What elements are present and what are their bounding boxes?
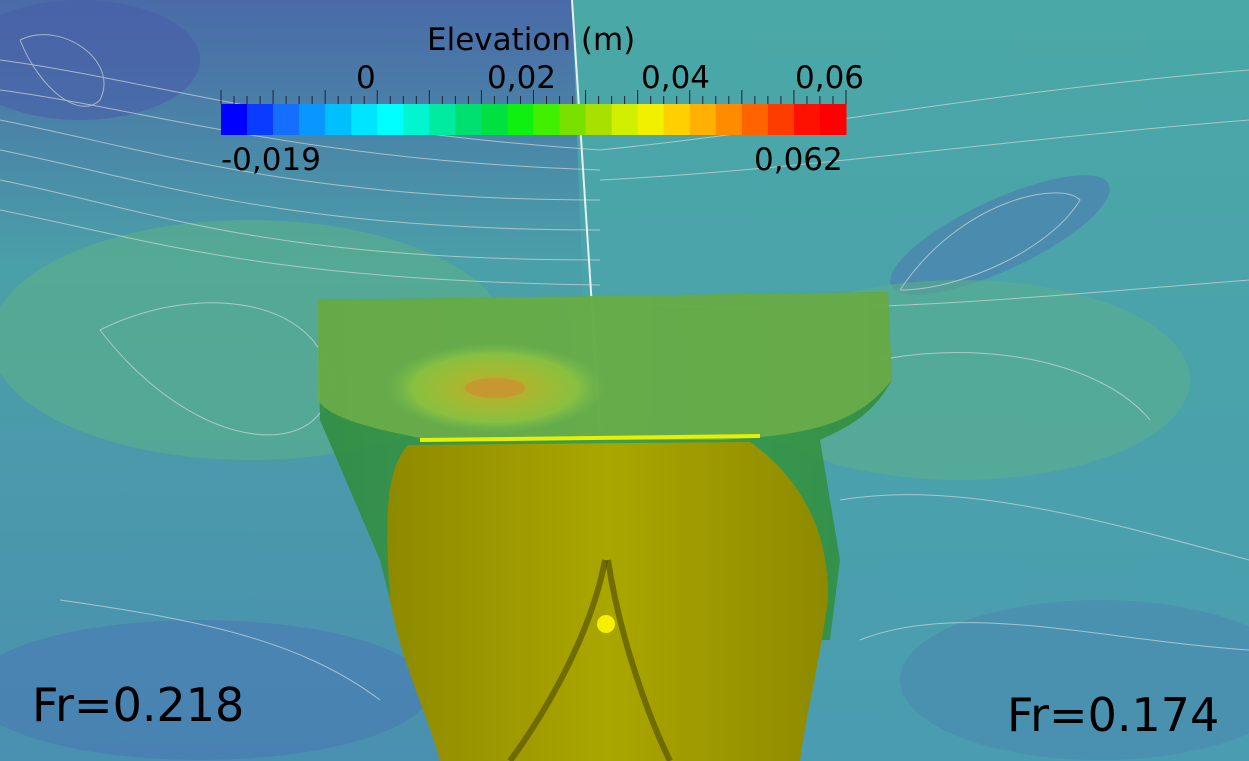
probe-point — [597, 615, 615, 633]
colorbar-swatch — [403, 104, 430, 135]
colorbar-swatch — [819, 104, 847, 135]
froude-label-left: Fr=0.218 — [32, 678, 245, 732]
legend-title: Elevation (m) — [427, 22, 636, 58]
colorbar-swatch — [247, 104, 274, 135]
legend-tick-label: 0,06 — [795, 60, 865, 96]
colorbar-swatch — [455, 104, 482, 135]
colorbar-swatch — [689, 104, 717, 135]
colorbar-swatch — [299, 104, 326, 135]
colorbar-swatch — [325, 104, 352, 135]
colorbar-swatch — [429, 104, 456, 135]
colorbar-swatch — [793, 104, 821, 135]
bow-wave-left — [507, 559, 608, 761]
legend-tick-label: 0 — [356, 60, 376, 96]
colorbar-swatch — [221, 104, 248, 135]
legend-range-min: -0,019 — [221, 142, 321, 178]
colorbar-swatch — [481, 104, 508, 135]
colorbar-swatch — [559, 104, 587, 135]
froude-label-right: Fr=0.174 — [1007, 688, 1220, 742]
colorbar-swatch — [377, 104, 404, 135]
elevation-colorbar — [220, 90, 847, 135]
colorbar-swatch — [767, 104, 795, 135]
legend-tick-label: 0,04 — [641, 60, 711, 96]
legend-range-max: 0,062 — [754, 142, 843, 178]
colorbar-swatch — [637, 104, 665, 135]
colorbar-swatch — [507, 104, 534, 135]
colorbar-swatch — [663, 104, 691, 135]
colorbar-swatch — [273, 104, 300, 135]
ship-hull — [387, 442, 829, 761]
colorbar-swatch — [585, 104, 613, 135]
colorbar-swatch — [715, 104, 743, 135]
colorbar-swatch — [741, 104, 769, 135]
colorbar-swatch — [533, 104, 561, 135]
colorbar-swatch — [351, 104, 378, 135]
colorbar-swatch — [611, 104, 639, 135]
legend-tick-label: 0,02 — [487, 60, 557, 96]
bow-wave-right — [605, 559, 673, 761]
